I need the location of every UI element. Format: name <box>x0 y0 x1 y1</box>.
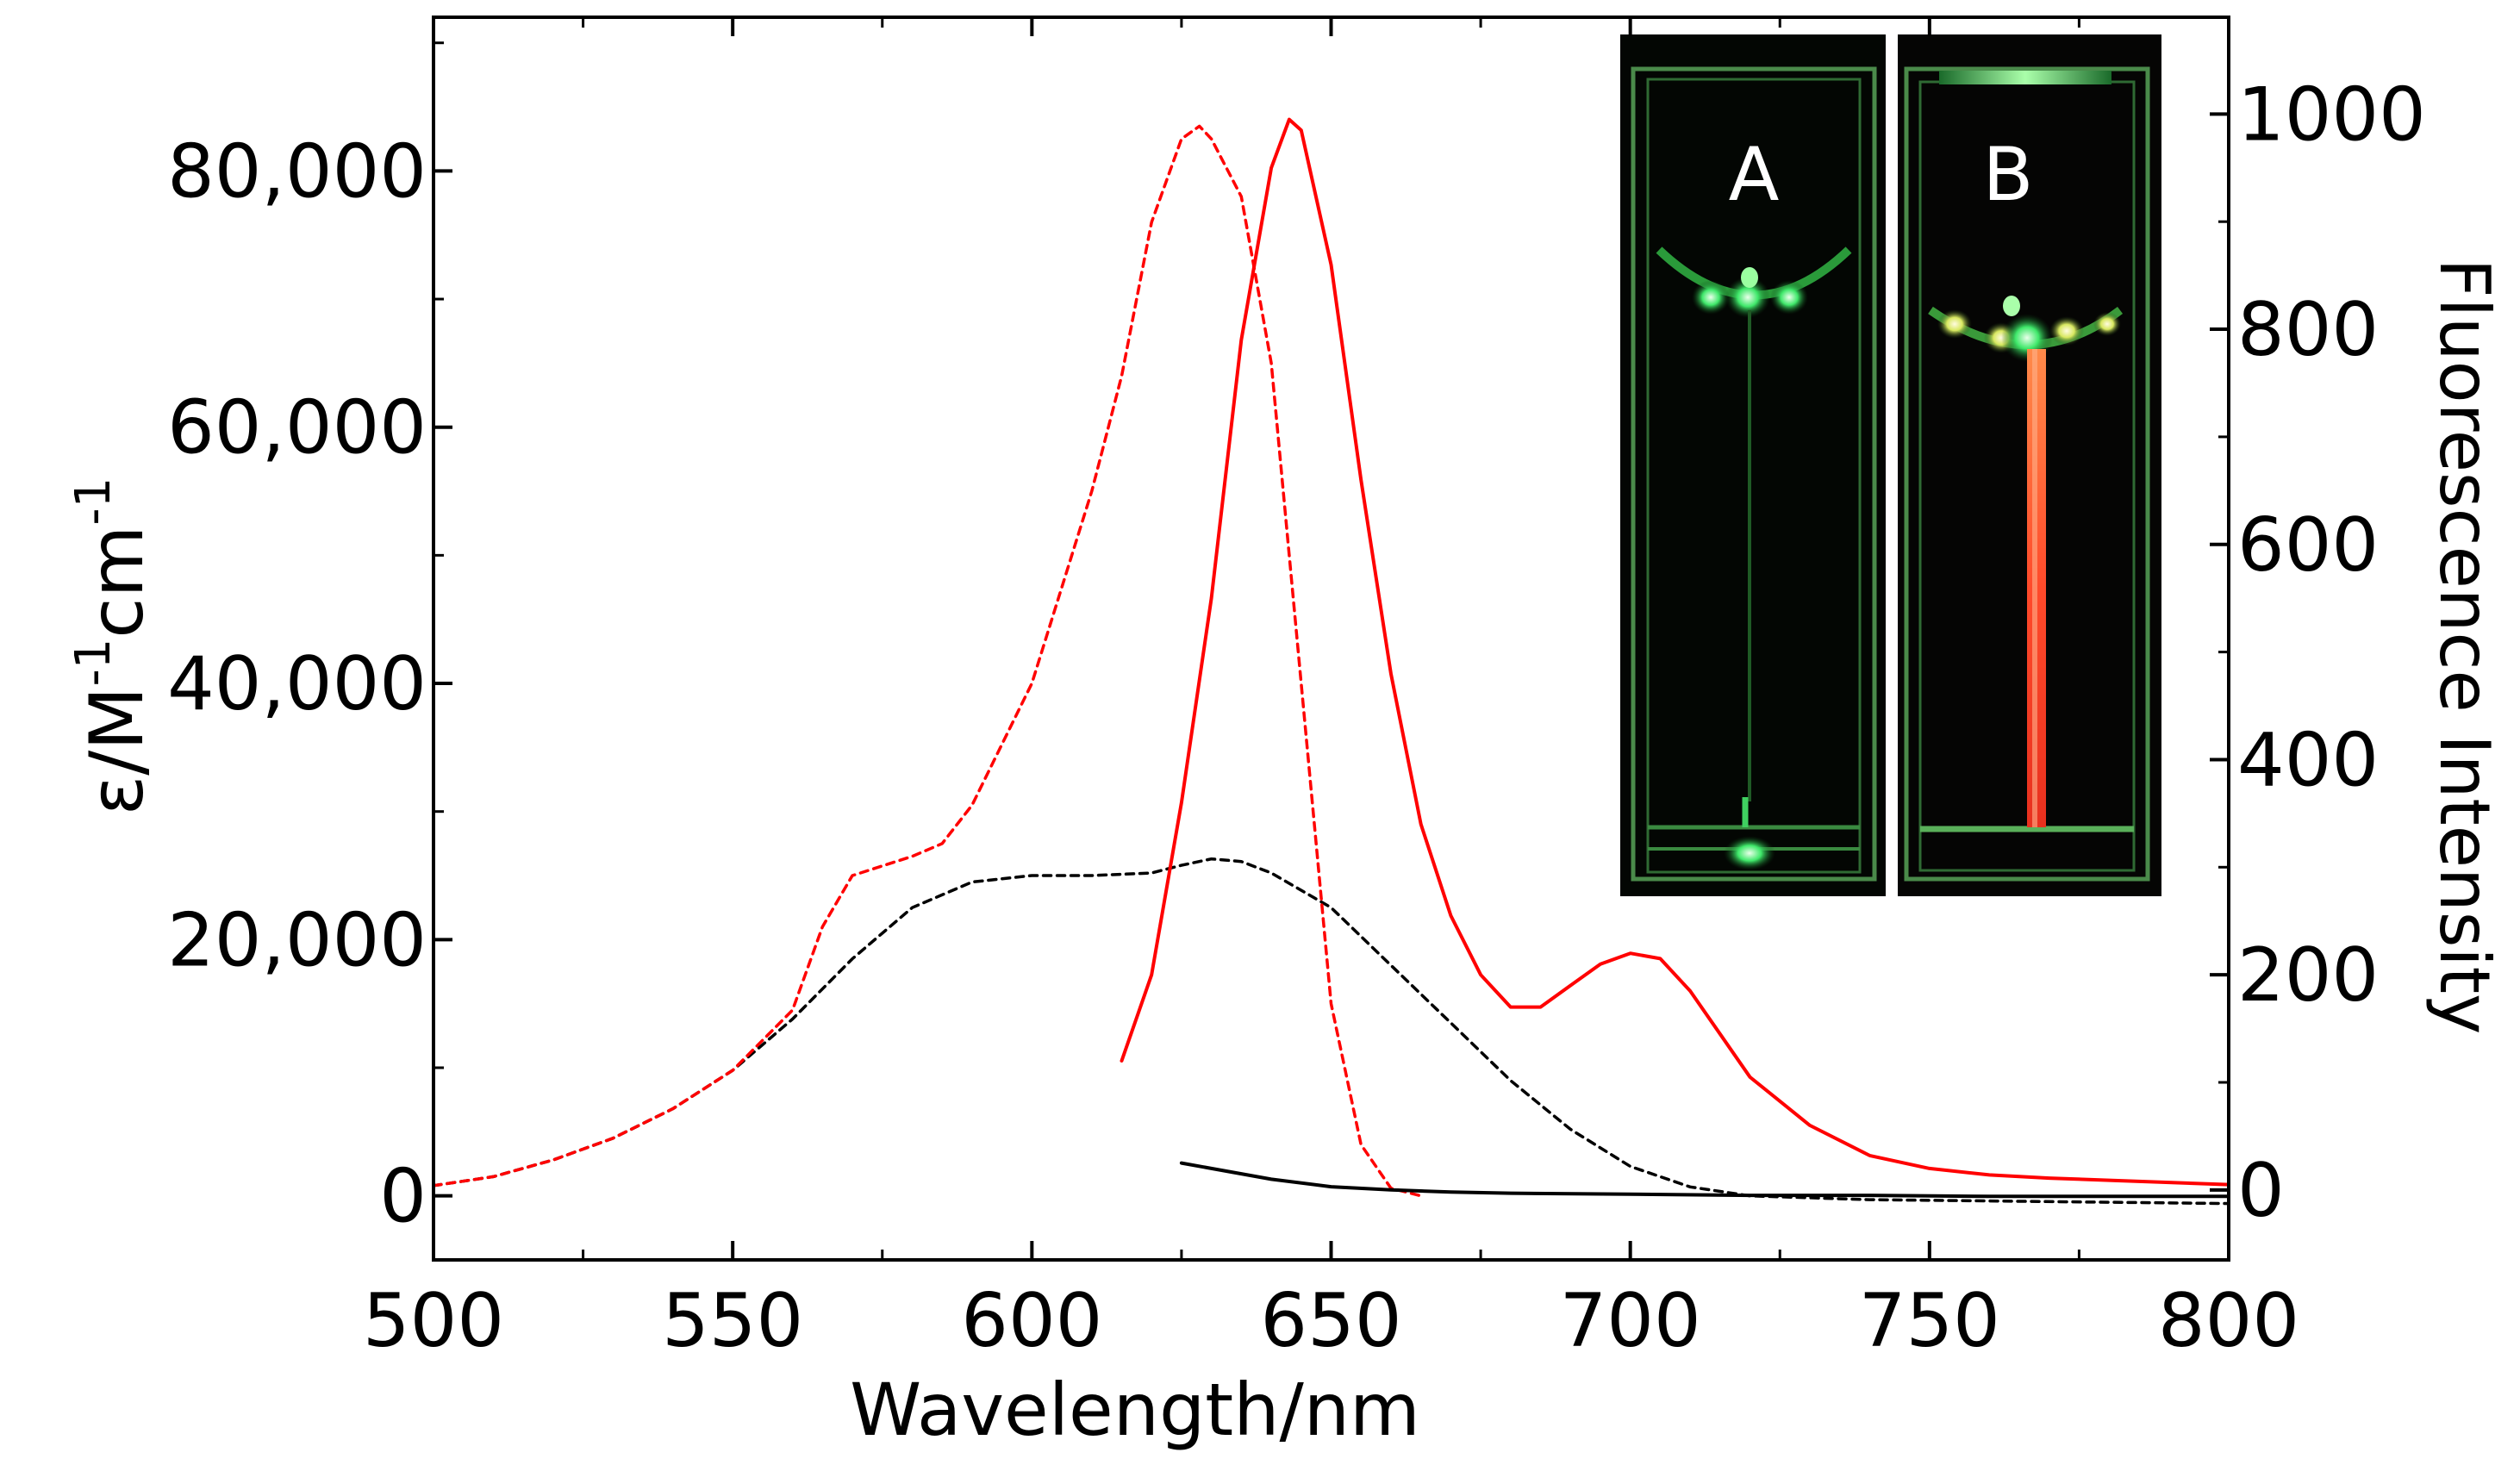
series-layer <box>432 117 2230 1206</box>
y-tick-label: 20,000 <box>167 897 427 983</box>
series-line-fluorescence-a <box>1179 1161 2230 1199</box>
y-tick-label: 60,000 <box>167 385 427 471</box>
y-tick-label: 0 <box>379 1154 427 1240</box>
y2-axis-label: Fluorescence Intensity <box>2424 259 2504 1035</box>
x-tick-label: 700 <box>1560 1278 1701 1364</box>
x-tick-label: 500 <box>363 1278 504 1364</box>
x-tick-label: 600 <box>961 1278 1102 1364</box>
y2-tick-label: 0 <box>2237 1148 2285 1234</box>
series-line-absorption-a <box>432 857 2230 1206</box>
inset-photo: A B <box>1620 34 2161 896</box>
inset-label-a: A <box>1729 132 1780 218</box>
x-tick-label: 800 <box>2158 1278 2299 1364</box>
y-label-sup1: -1 <box>65 639 122 687</box>
y-label-sup2: -1 <box>65 477 122 526</box>
ticks-layer: 500 550 600 650 700 750 800 0 20,000 40,000 60,000… <box>167 17 2426 1364</box>
cuvette-a <box>1631 66 1877 882</box>
series-line-fluorescence-b <box>1120 117 2230 1187</box>
x-tick-label: 650 <box>1260 1278 1401 1364</box>
inset-label-b: B <box>1983 132 2034 218</box>
y2-tick-label: 200 <box>2237 932 2379 1019</box>
cuvette-b <box>1904 66 2150 882</box>
y2-tick-label: 600 <box>2237 502 2379 589</box>
inset-panel-a <box>1620 34 1886 896</box>
y-tick-label: 80,000 <box>167 128 427 215</box>
y-axis-label: ε/M-1cm-1 <box>65 477 160 815</box>
y2-tick-label: 800 <box>2237 287 2379 373</box>
y2-tick-label: 1000 <box>2237 72 2426 158</box>
x-tick-label: 750 <box>1859 1278 2000 1364</box>
series-line-absorption-b <box>432 124 1423 1198</box>
y-label-mid: cm <box>74 526 160 639</box>
x-axis-label: Wavelength/nm <box>850 1368 1420 1452</box>
y-tick-label: 40,000 <box>167 641 427 727</box>
x-tick-label: 550 <box>662 1278 803 1364</box>
y-label-base: ε/M <box>74 687 160 816</box>
y2-tick-label: 400 <box>2237 717 2379 803</box>
